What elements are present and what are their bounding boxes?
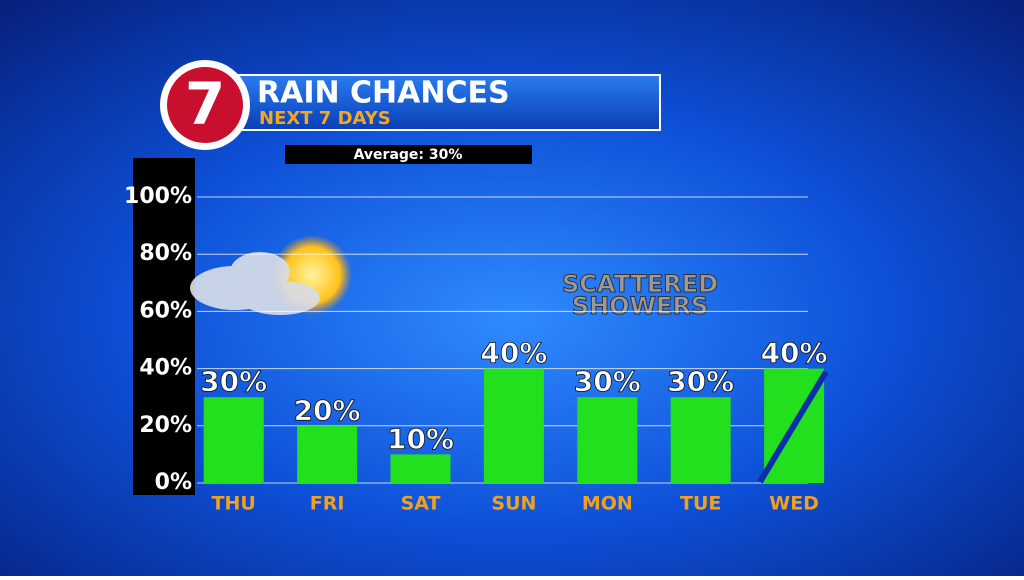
y-tick-label: 80% — [139, 241, 192, 266]
y-tick-label: 0% — [155, 470, 192, 495]
x-tick-label: MON — [582, 493, 633, 515]
x-tick-label: WED — [769, 493, 819, 515]
y-tick-label: 60% — [139, 298, 192, 323]
annotation: SHOWERS — [572, 292, 708, 320]
value-label: 30% — [667, 365, 734, 398]
plot: 0% 20% 40% 60% 80% 100% THU 30% FRI 20% SAT 10% SUN 4… — [124, 184, 828, 515]
bar — [483, 368, 544, 483]
axis-panel — [133, 158, 195, 495]
value-label: 10% — [387, 422, 454, 455]
y-tick-label: 20% — [139, 413, 192, 438]
bar — [670, 397, 731, 483]
logo-text: 7 — [185, 70, 225, 138]
logo — [167, 67, 243, 143]
x-tick-label: FRI — [310, 493, 345, 515]
average-box — [285, 145, 532, 164]
annotation: SCATTERED — [562, 270, 718, 298]
chart-title: RAIN CHANCES — [257, 76, 510, 111]
cloud-icon — [190, 252, 320, 315]
title-banner — [229, 74, 661, 131]
value-label: 40% — [480, 337, 547, 370]
y-tick-label: 40% — [139, 356, 192, 381]
bar — [203, 397, 264, 483]
x-tick-label: SAT — [401, 493, 441, 515]
x-tick-label: SUN — [491, 493, 536, 515]
value-label: 40% — [761, 337, 828, 370]
bar — [577, 397, 638, 483]
y-tick-label: 100% — [124, 184, 192, 209]
average-label: Average: 30% — [354, 147, 463, 163]
value-label: 20% — [294, 394, 361, 427]
x-tick-label: TUE — [680, 493, 721, 515]
bar — [390, 454, 451, 483]
bar — [297, 425, 358, 483]
value-label: 30% — [200, 365, 267, 398]
value-label: 30% — [574, 365, 641, 398]
chart-subtitle: NEXT 7 DAYS — [259, 108, 391, 129]
front-decoration — [757, 370, 829, 484]
x-tick-label: THU — [212, 493, 256, 515]
